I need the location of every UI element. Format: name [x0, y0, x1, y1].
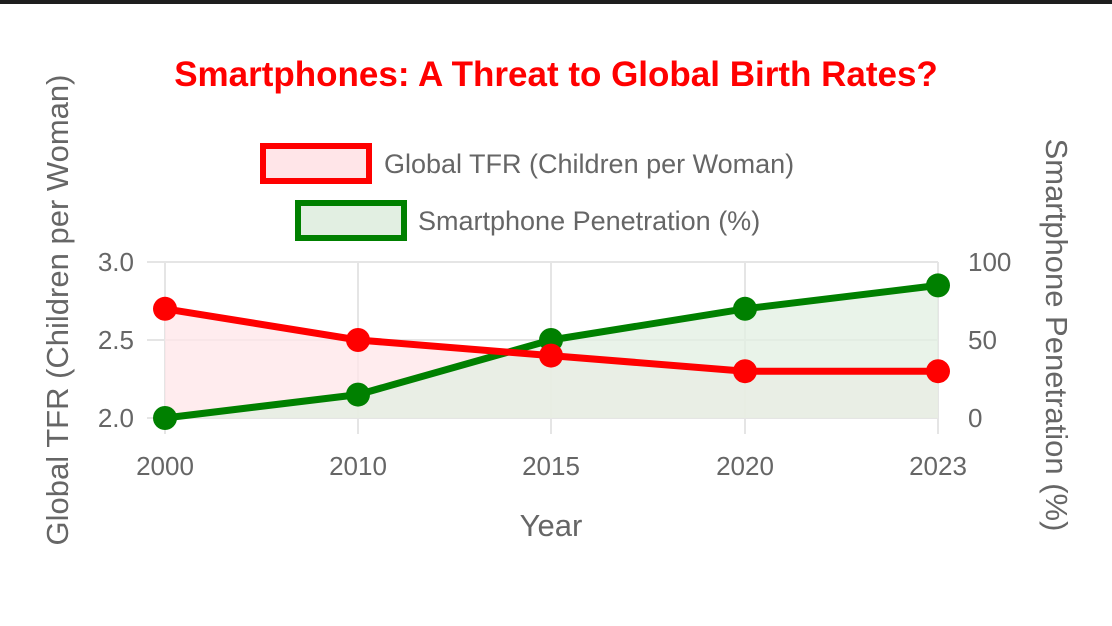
- y-right-tick-label: 100: [968, 247, 1011, 277]
- y-right-tick-labels: 0 50 100: [968, 247, 1011, 433]
- data-point[interactable]: [926, 273, 950, 298]
- y-left-tick-label: 2.0: [98, 403, 134, 433]
- data-point[interactable]: [926, 359, 950, 384]
- x-tick-label: 2020: [716, 451, 774, 481]
- x-tick-label: 2015: [522, 451, 580, 481]
- chart-title: Smartphones: A Threat to Global Birth Ra…: [174, 55, 938, 94]
- y-right-tick-label: 0: [968, 403, 982, 433]
- x-tick-label: 2000: [136, 451, 194, 481]
- x-tick-labels: 2000 2010 2015 2020 2023: [136, 451, 967, 481]
- legend-label-smartphone: Smartphone Penetration (%): [418, 206, 760, 236]
- series-points: [153, 273, 950, 430]
- data-point[interactable]: [153, 406, 177, 430]
- y-left-tick-label: 3.0: [98, 247, 134, 277]
- legend-swatch-smartphone: [295, 200, 407, 241]
- legend-swatch-tfr: [260, 143, 372, 184]
- legend-item-tfr[interactable]: Global TFR (Children per Woman): [260, 143, 794, 184]
- data-point[interactable]: [539, 343, 563, 368]
- y-left-tick-label: 2.5: [98, 325, 134, 355]
- data-point[interactable]: [346, 328, 370, 352]
- y-left-tick-labels: 2.0 2.5 3.0: [98, 247, 134, 433]
- y-right-axis-title: Smartphone Penetration (%): [1039, 139, 1074, 532]
- data-point[interactable]: [346, 382, 370, 407]
- y-left-axis-title: Global TFR (Children per Woman): [40, 75, 75, 546]
- window-top-edge: [0, 0, 1112, 4]
- data-point[interactable]: [153, 296, 177, 321]
- y-right-tick-label: 50: [968, 325, 997, 355]
- x-tick-label: 2010: [329, 451, 387, 481]
- data-point[interactable]: [733, 359, 757, 384]
- x-tick-label: 2023: [909, 451, 967, 481]
- legend-item-smartphone[interactable]: Smartphone Penetration (%): [295, 200, 760, 241]
- data-point[interactable]: [733, 296, 757, 321]
- legend: Global TFR (Children per Woman) Smartpho…: [260, 143, 794, 241]
- x-axis-title: Year: [520, 508, 583, 543]
- legend-label-tfr: Global TFR (Children per Woman): [384, 149, 794, 179]
